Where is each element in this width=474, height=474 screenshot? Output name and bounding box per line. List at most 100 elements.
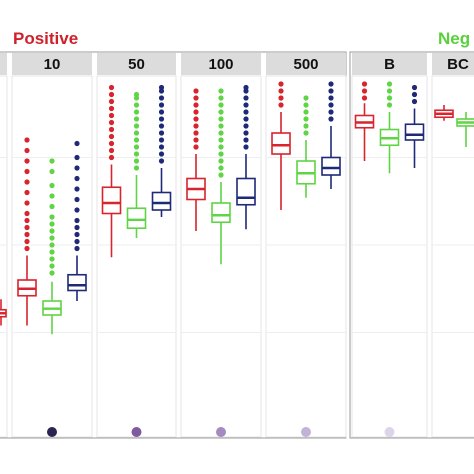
outlier-point (386, 81, 393, 87)
outlier-point (386, 102, 393, 108)
outlier-point (218, 137, 224, 143)
panel-color-dot (47, 427, 57, 437)
panel-50: 50 (96, 53, 177, 438)
box-10-series-2 (42, 158, 62, 335)
outlier-point (49, 203, 55, 210)
outlier-point (218, 172, 224, 178)
box-iqr (211, 202, 231, 224)
box-50-series-3 (151, 84, 172, 217)
outlier-point (193, 109, 199, 115)
outlier-point (49, 263, 55, 269)
outlier-point (49, 158, 55, 164)
outlier-point (49, 193, 55, 199)
panel-background (96, 75, 177, 438)
outlier-point (411, 98, 418, 105)
outlier-point (74, 140, 80, 147)
outlier-point (24, 137, 30, 143)
panels-layer: 10 50 100 500 B BC (0, 51, 474, 439)
outlier-point (218, 88, 224, 94)
box-iqr (404, 123, 425, 141)
outlier-point (361, 81, 368, 87)
box-500-series-2 (296, 95, 316, 198)
outlier-point (328, 109, 334, 115)
outlier-point (361, 88, 368, 94)
strip-label: 500 (293, 56, 318, 73)
outlier-point (193, 95, 199, 101)
group-labels: Positive Neg (13, 29, 470, 48)
outlier-point (24, 189, 30, 196)
outlier-point (133, 165, 140, 171)
panel-strip (352, 53, 427, 75)
panel-strip (12, 53, 92, 75)
outlier-point (108, 140, 115, 147)
outlier-point (243, 123, 249, 129)
outlier-point (158, 109, 165, 115)
outlier-point (158, 151, 165, 157)
outlier-point (411, 91, 418, 98)
box-iqr (126, 207, 147, 230)
outlier-point (243, 102, 249, 108)
outlier-point (108, 84, 115, 91)
outlier-point (24, 179, 30, 185)
panel-100: 100 (180, 53, 262, 438)
outlier-point (24, 217, 30, 224)
strip-label: 100 (208, 56, 233, 73)
strip-label: B (384, 56, 395, 73)
outlier-point (49, 228, 55, 234)
outlier-point (74, 165, 80, 171)
outlier-point (24, 231, 30, 238)
panel-strip (0, 53, 7, 75)
outlier-point (243, 84, 249, 91)
panel-strip (432, 53, 474, 75)
outlier-point (193, 130, 199, 136)
outlier-point (278, 95, 284, 101)
outlier-point (158, 95, 165, 101)
outlier-point (243, 95, 249, 101)
box-iqr (151, 191, 172, 211)
box-unlabeled-series-1 (0, 299, 7, 326)
panel-BC: BC (431, 53, 474, 438)
outlier-point (328, 116, 334, 122)
outlier-point (193, 137, 199, 143)
outlier-point (218, 95, 224, 101)
outlier-point (108, 112, 115, 119)
outlier-point (328, 95, 334, 101)
outlier-point (303, 123, 309, 129)
outlier-point (74, 154, 80, 161)
outlier-point (24, 158, 30, 164)
outlier-point (74, 186, 80, 192)
outlier-point (108, 147, 115, 154)
outlier-point (158, 144, 165, 150)
outlier-point (24, 245, 30, 252)
panel-color-dot (384, 427, 395, 437)
outlier-point (108, 133, 115, 140)
outlier-point (133, 144, 140, 150)
outlier-point (74, 224, 80, 231)
outlier-point (243, 109, 249, 115)
outlier-point (158, 116, 165, 122)
strip-label: BC (447, 56, 469, 73)
outlier-point (24, 168, 30, 175)
outlier-point (243, 116, 249, 122)
outlier-point (133, 137, 140, 143)
outlier-point (74, 175, 80, 182)
outlier-point (74, 238, 80, 245)
outlier-point (49, 242, 55, 248)
outlier-point (193, 144, 199, 150)
outlier-point (133, 116, 140, 122)
outlier-point (74, 207, 80, 213)
outlier-point (243, 137, 249, 143)
outlier-point (328, 88, 334, 94)
outlier-point (218, 165, 224, 171)
outlier-point (24, 200, 30, 206)
box-B-series-2 (379, 81, 400, 174)
box-iqr (321, 156, 341, 176)
outlier-point (278, 81, 284, 87)
outlier-point (133, 151, 140, 157)
strip-label: 50 (128, 56, 145, 73)
outlier-point (133, 102, 140, 108)
outlier-point (303, 95, 309, 101)
panel-B: B (351, 53, 428, 438)
box-B-series-1 (354, 81, 375, 161)
